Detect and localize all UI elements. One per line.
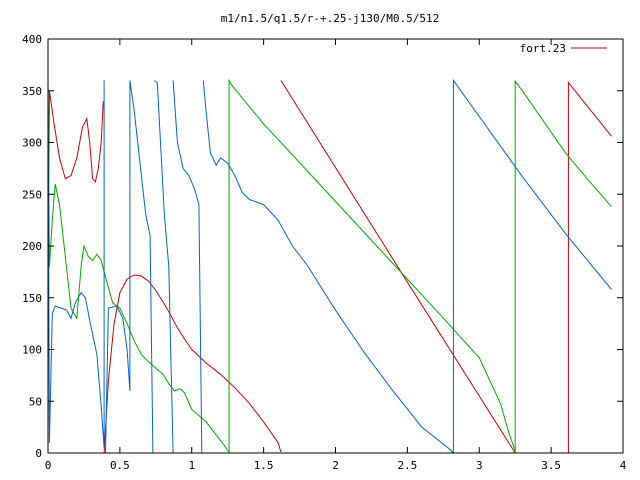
series-2-segment-0 <box>47 80 105 448</box>
series-2-segment-1 <box>105 80 154 454</box>
series-2-segment-5 <box>452 78 612 453</box>
series-1-segment-0 <box>47 80 230 453</box>
series-0-segment-0 <box>47 90 104 267</box>
plot-series <box>47 78 612 454</box>
x-tick-label: 2.5 <box>397 459 417 472</box>
y-tick-label: 50 <box>29 395 42 408</box>
x-tick-label: 0 <box>45 459 52 472</box>
series-2-segment-2 <box>154 79 174 454</box>
y-tick-label: 350 <box>22 85 42 98</box>
y-tick-label: 100 <box>22 344 42 357</box>
y-tick-label: 400 <box>22 33 42 46</box>
x-tick-label: 1 <box>188 459 195 472</box>
y-tick-label: 250 <box>22 188 42 201</box>
x-tick-label: 3 <box>476 459 483 472</box>
series-1-segment-1 <box>228 78 516 453</box>
series-2-segment-4 <box>202 80 454 454</box>
x-tick-label: 4 <box>620 459 627 472</box>
x-tick-label: 3.5 <box>541 459 561 472</box>
legend: fort.23 <box>520 42 607 55</box>
series-0-segment-3 <box>567 81 612 453</box>
legend-label: fort.23 <box>520 42 566 55</box>
series-0-segment-2 <box>280 80 516 454</box>
y-tick-label: 200 <box>22 240 42 253</box>
series-1-segment-2 <box>514 79 612 453</box>
y-tick-label: 0 <box>35 447 42 460</box>
ticks: 0 0.5 1 1.5 2 2.5 3 3.5 4 0 50 100 150 200 250 300 350 40… <box>22 33 627 472</box>
series-2-segment-3 <box>172 80 203 454</box>
x-tick-label: 2 <box>332 459 339 472</box>
y-tick-label: 150 <box>22 292 42 305</box>
x-tick-label: 0.5 <box>110 459 130 472</box>
x-tick-label: 1.5 <box>254 459 274 472</box>
y-tick-label: 300 <box>22 137 42 150</box>
chart-title: m1/n1.5/q1.5/r-+.25-j130/M0.5/512 <box>221 12 440 25</box>
